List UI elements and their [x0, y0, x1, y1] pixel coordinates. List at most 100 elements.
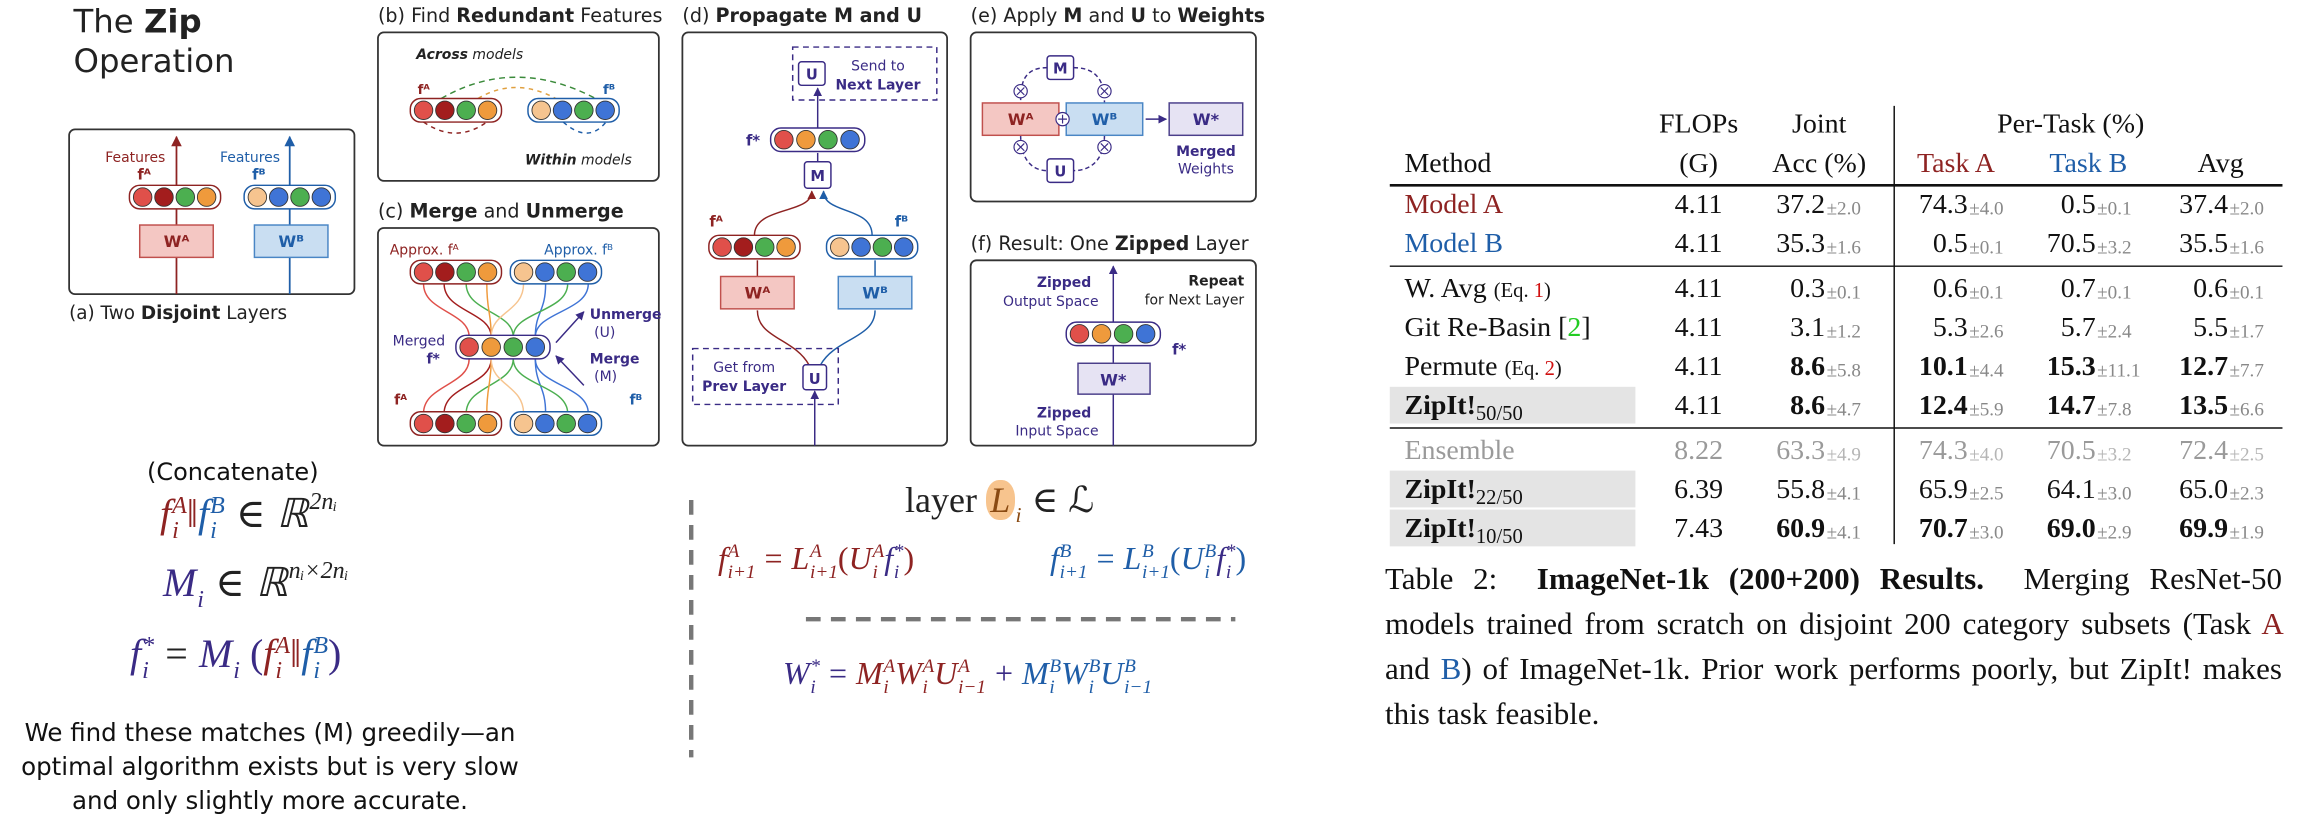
- u-box: [802, 363, 828, 391]
- title-text: and: [1082, 4, 1130, 27]
- feature-row: [409, 411, 503, 437]
- eq-text: ‖: [186, 491, 198, 536]
- value-cell: 74.3: [1919, 189, 1968, 220]
- method-part: 50/50: [1476, 403, 1523, 425]
- title-text: The: [73, 2, 144, 40]
- weight-box: [719, 275, 795, 310]
- unmerge-lines: [422, 283, 590, 414]
- std-cell: ±1.6: [2230, 238, 2264, 259]
- eq-sub: i+1: [727, 561, 756, 583]
- label: (U): [594, 325, 615, 341]
- eq-base: f: [160, 491, 172, 536]
- method-part: ZipIt!: [1404, 474, 1475, 505]
- eq-text: ℒ: [1068, 480, 1095, 520]
- title-bold: U: [1131, 4, 1147, 27]
- column-header: Task B: [2049, 148, 2127, 179]
- value-cell: 60.9: [1776, 513, 1825, 544]
- eq-sub: i+1: [1142, 561, 1170, 583]
- eq-base: W: [895, 655, 922, 691]
- std-cell: ±3.2: [2097, 444, 2131, 465]
- eq-scripts: nᵢ×2nᵢ: [289, 558, 349, 584]
- arrow: [756, 310, 810, 366]
- label: f*: [746, 133, 760, 150]
- value-cell: 70.7: [1919, 513, 1968, 544]
- panel-f: (f) Result: One Zipped Layer Zipped Outp…: [969, 232, 1257, 447]
- eq-sup: B: [1204, 541, 1217, 563]
- eq-text: (: [837, 540, 849, 576]
- std-cell: ±3.0: [2097, 483, 2131, 504]
- eq-spacer: [197, 564, 204, 588]
- label: Unmerge: [590, 307, 662, 323]
- eq-sup: A: [883, 656, 896, 678]
- label: Merged: [393, 334, 445, 350]
- value-cell: 70.5: [2047, 228, 2096, 259]
- eq-base: f: [263, 631, 275, 676]
- match-arc: [477, 86, 557, 100]
- eq-base: L: [791, 540, 810, 576]
- method-part: 2: [1545, 358, 1555, 380]
- eq-sub: i+1: [1059, 561, 1088, 583]
- label: Zipped: [1037, 406, 1091, 422]
- std-cell: ±4.1: [1827, 522, 1861, 543]
- m-box: [1046, 55, 1075, 81]
- eq-sup: B: [1124, 656, 1136, 678]
- std-cell: ±4.7: [1827, 399, 1861, 420]
- label: Merge: [590, 351, 640, 367]
- eq-base: f: [301, 631, 313, 676]
- row-shade: [1389, 386, 1636, 424]
- value-cell: 13.5: [2179, 390, 2228, 421]
- method-part: (Eq.: [1494, 280, 1534, 302]
- value-cell: 37.2: [1776, 189, 1825, 220]
- std-cell: ±2.5: [2230, 444, 2264, 465]
- results-table: FLOPs Joint Per-Task (%) Method (G) Acc …: [1389, 105, 2283, 548]
- value-cell: 0.6: [2193, 273, 2228, 304]
- value-cell: 35.3: [1776, 228, 1825, 259]
- eq-sup: B: [1049, 656, 1062, 678]
- eq-sub: i+1: [810, 561, 838, 583]
- panel-caption: (a) Two Disjoint Layers: [69, 303, 287, 324]
- method-part: ): [1555, 358, 1562, 380]
- eq-sup: B: [1088, 656, 1101, 678]
- eq-base: M: [1021, 655, 1049, 691]
- label: Within models: [525, 153, 632, 169]
- feature-row: [455, 334, 551, 360]
- eq-text: ‖: [290, 631, 302, 676]
- arrow: [555, 311, 585, 344]
- eq-symbol: f * i: [130, 631, 154, 683]
- flops-cell: 6.39: [1674, 474, 1723, 505]
- method-part: Model A: [1404, 189, 1503, 220]
- eq-text: layer: [905, 480, 986, 520]
- arrow: [555, 355, 585, 386]
- eq-sup: *: [810, 656, 821, 678]
- title-bold: Propagate M and U: [716, 4, 922, 27]
- eq-symbol: f * i: [1216, 540, 1235, 582]
- value-cell: 35.5: [2179, 228, 2228, 259]
- eq-sub: i: [1049, 676, 1055, 698]
- std-cell: ±0.1: [1969, 238, 2003, 259]
- label: U: [809, 371, 821, 388]
- eq-sub: i−1: [958, 676, 987, 698]
- eq-operator: =: [165, 631, 188, 676]
- std-cell: ±0.1: [2097, 199, 2131, 220]
- label: fᴮ: [603, 83, 615, 98]
- eq-sub: i: [810, 676, 816, 698]
- title-text: and: [478, 200, 526, 223]
- label: Get from: [713, 360, 775, 376]
- eq-sub: i: [1225, 561, 1232, 583]
- match-arc: [423, 121, 488, 134]
- std-cell: ±0.1: [2230, 283, 2264, 304]
